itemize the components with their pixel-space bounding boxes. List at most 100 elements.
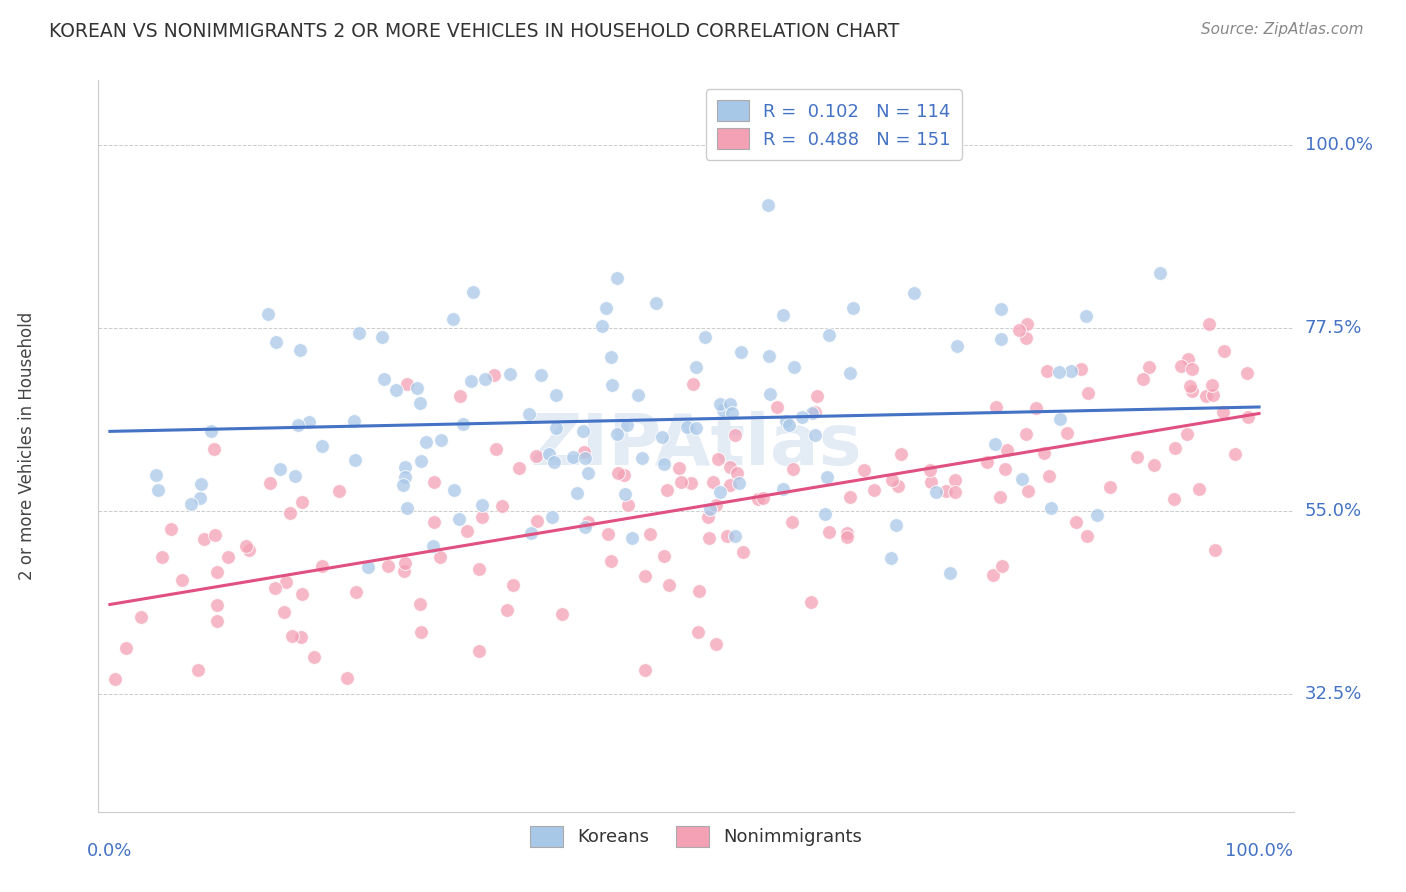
- Point: [1143, 458, 1166, 472]
- Point: [995, 443, 1018, 458]
- Point: [392, 477, 415, 491]
- Point: [815, 469, 838, 483]
- Point: [887, 479, 910, 493]
- Point: [520, 526, 543, 541]
- Point: [205, 615, 228, 629]
- Point: [862, 483, 884, 497]
- Point: [524, 449, 547, 463]
- Text: 77.5%: 77.5%: [1305, 319, 1362, 337]
- Point: [1201, 377, 1223, 392]
- Point: [631, 451, 654, 466]
- Point: [778, 417, 800, 432]
- Point: [217, 550, 239, 565]
- Point: [704, 637, 727, 651]
- Point: [669, 475, 692, 489]
- Point: [731, 544, 754, 558]
- Point: [804, 428, 827, 442]
- Point: [190, 477, 212, 491]
- Point: [343, 414, 366, 428]
- Point: [727, 475, 749, 490]
- Point: [517, 408, 540, 422]
- Point: [343, 453, 366, 467]
- Point: [814, 508, 837, 522]
- Point: [984, 436, 1007, 450]
- Point: [1164, 441, 1187, 455]
- Point: [373, 372, 395, 386]
- Point: [145, 468, 167, 483]
- Point: [1049, 412, 1071, 426]
- Point: [499, 367, 522, 381]
- Point: [803, 405, 825, 419]
- Point: [685, 421, 707, 435]
- Point: [238, 542, 260, 557]
- Point: [988, 490, 1011, 504]
- Point: [474, 372, 496, 386]
- Text: 32.5%: 32.5%: [1305, 685, 1362, 703]
- Point: [598, 527, 620, 541]
- Point: [1077, 386, 1099, 401]
- Point: [482, 368, 505, 382]
- Point: [1056, 426, 1078, 441]
- Point: [818, 327, 841, 342]
- Point: [688, 584, 710, 599]
- Point: [170, 574, 193, 588]
- Point: [607, 466, 630, 480]
- Point: [530, 368, 553, 382]
- Point: [1036, 364, 1059, 378]
- Point: [1015, 330, 1038, 344]
- Point: [1149, 266, 1171, 280]
- Point: [772, 308, 794, 322]
- Point: [460, 374, 482, 388]
- Point: [606, 426, 628, 441]
- Point: [423, 475, 446, 490]
- Point: [696, 510, 718, 524]
- Point: [613, 468, 636, 483]
- Point: [471, 498, 494, 512]
- Point: [291, 495, 314, 509]
- Point: [1015, 317, 1038, 331]
- Point: [903, 286, 925, 301]
- Point: [783, 360, 806, 375]
- Point: [180, 497, 202, 511]
- Point: [651, 430, 673, 444]
- Point: [759, 387, 782, 401]
- Point: [290, 343, 312, 357]
- Point: [620, 531, 643, 545]
- Point: [443, 483, 465, 497]
- Point: [817, 525, 839, 540]
- Point: [1047, 365, 1070, 379]
- Point: [638, 527, 661, 541]
- Point: [599, 350, 621, 364]
- Point: [790, 410, 813, 425]
- Point: [682, 377, 704, 392]
- Point: [994, 462, 1017, 476]
- Point: [502, 578, 524, 592]
- Point: [707, 451, 730, 466]
- Point: [328, 483, 350, 498]
- Point: [146, 483, 169, 497]
- Point: [370, 330, 392, 344]
- Point: [981, 568, 1004, 582]
- Point: [304, 650, 326, 665]
- Point: [775, 414, 797, 428]
- Point: [115, 641, 138, 656]
- Point: [456, 524, 478, 538]
- Point: [551, 607, 574, 621]
- Text: 100.0%: 100.0%: [1225, 842, 1294, 860]
- Point: [281, 629, 304, 643]
- Text: Source: ZipAtlas.com: Source: ZipAtlas.com: [1201, 22, 1364, 37]
- Point: [541, 510, 564, 524]
- Point: [394, 557, 416, 571]
- Legend: Koreans, Nonimmigrants: Koreans, Nonimmigrants: [523, 819, 869, 854]
- Point: [235, 539, 257, 553]
- Point: [890, 447, 912, 461]
- Point: [655, 483, 678, 497]
- Point: [1076, 529, 1098, 543]
- Point: [782, 515, 804, 529]
- Point: [1040, 501, 1063, 516]
- Point: [160, 522, 183, 536]
- Point: [447, 512, 470, 526]
- Point: [1236, 366, 1258, 380]
- Point: [471, 510, 494, 524]
- Point: [943, 484, 966, 499]
